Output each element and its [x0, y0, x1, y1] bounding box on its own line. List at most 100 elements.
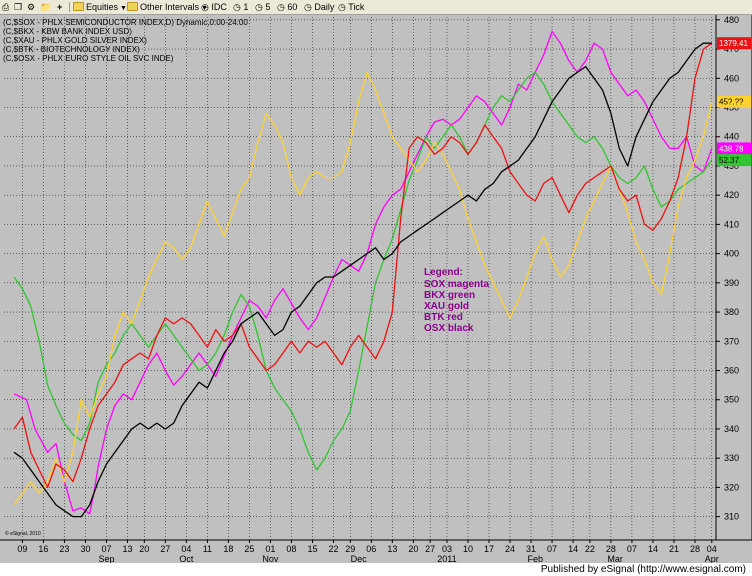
x-tick-label: 13: [122, 544, 132, 554]
x-tick-label: 16: [38, 544, 48, 554]
x-tick-label: 01: [265, 544, 275, 554]
interval-1[interactable]: ◷ 1: [233, 2, 249, 12]
watermark: © eSignal, 2010: [5, 530, 41, 537]
x-tick-label: 09: [17, 544, 27, 554]
x-tick-label: 14: [648, 544, 658, 554]
series-header-line: (C,$BTK - BIOTECHNOLOGY INDEX): [3, 45, 140, 54]
x-tick-label: 30: [80, 544, 90, 554]
month-label: 2011: [437, 554, 456, 564]
other-intervals-menu[interactable]: Other Intervals ▼: [127, 1, 208, 13]
y-tick-label: 440: [724, 132, 739, 142]
x-tick-label: 20: [408, 544, 418, 554]
toolbar: ⎙ ❐ ⚙ 📁 + Equities ▼ Other Intervals ▼ ◷ I…: [0, 0, 752, 15]
last-value-text: 438.78: [719, 144, 744, 153]
folder-icon: [127, 2, 138, 11]
series-line-xau: [13, 71, 713, 506]
x-tick-label: 17: [484, 544, 494, 554]
x-tick-label: 18: [223, 544, 233, 554]
last-value-text: 52.37: [719, 156, 740, 165]
month-label: Apr: [705, 554, 719, 564]
x-tick-label: 15: [307, 544, 317, 554]
x-tick-label: 28: [690, 544, 700, 554]
equities-menu[interactable]: Equities ▼: [73, 1, 127, 13]
y-tick-label: 410: [724, 219, 739, 229]
chart-header: (C,$SOX - PHLX SEMICONDUCTOR INDEX,D) Dy…: [3, 18, 248, 63]
x-tick-label: 24: [505, 544, 515, 554]
series-line-btk: [13, 42, 713, 489]
folder-icon: [73, 2, 84, 11]
y-tick-label: 370: [724, 336, 739, 346]
last-value-labels: 438.78 52.37 45?.?? 1379.41: [717, 37, 751, 167]
y-tick-label: 340: [724, 424, 739, 434]
last-value-badge: [717, 154, 751, 167]
x-tick-label: 06: [366, 544, 376, 554]
tool-icon[interactable]: ⚙: [27, 2, 36, 12]
publisher-credit: Published by eSignal (http://www.esignal…: [540, 564, 746, 575]
legend-entry: SOX magenta: [424, 279, 489, 290]
x-tick-label: 04: [181, 544, 191, 554]
y-tick-label: 310: [724, 512, 739, 522]
x-tick-label: 11: [203, 544, 212, 554]
x-tick-label: 07: [627, 544, 637, 554]
x-tick-label: 28: [606, 544, 616, 554]
x-tick-label: 31: [526, 544, 536, 554]
y-tick-label: 380: [724, 307, 739, 317]
last-value-badge: [717, 95, 751, 108]
month-label: Nov: [262, 554, 279, 564]
last-value-badge: [717, 37, 751, 50]
month-label: Feb: [527, 554, 543, 564]
x-tick-label: 03: [442, 544, 452, 554]
x-tick-label: 13: [387, 544, 397, 554]
x-tick-label: 22: [328, 544, 338, 554]
last-value-badge: [717, 142, 751, 155]
x-tick-label: 04: [707, 544, 717, 554]
series-line-osx: [13, 42, 712, 518]
legend-entry: BTK red: [424, 312, 463, 323]
series-header-line: (C,$BKX - KBW BANK INDEX USD): [3, 27, 132, 36]
interval-daily[interactable]: ◷ Daily: [304, 2, 335, 12]
last-value-text: 45?.??: [719, 98, 744, 107]
series-lines: [13, 30, 713, 518]
series-header-line: (C,$SOX - PHLX SEMICONDUCTOR INDEX,D) Dy…: [3, 18, 248, 27]
month-label: Mar: [607, 554, 623, 564]
legend-entry: OSX black: [424, 323, 474, 334]
series-line-sox: [13, 30, 713, 515]
interval-5[interactable]: ◷ 5: [255, 2, 271, 12]
y-tick-label: 320: [724, 482, 739, 492]
x-tick-label: 21: [669, 544, 679, 554]
y-tick-label: 420: [724, 190, 739, 200]
legend-entry: XAU gold: [424, 301, 469, 312]
footer: Published by eSignal (http://www.esignal…: [0, 563, 752, 576]
add-icon[interactable]: +: [57, 2, 63, 12]
x-tick-label: 07: [101, 544, 111, 554]
month-label: Dec: [351, 554, 368, 564]
x-tick-label: 07: [547, 544, 557, 554]
legend-title: Legend:: [424, 267, 463, 278]
series-header-line: (C,$OSX - PHLX EURO STYLE OIL SVC INDE): [3, 54, 174, 63]
folder-icon[interactable]: 📁: [40, 2, 52, 12]
interval-idc[interactable]: ◷ IDC: [201, 2, 227, 12]
interval-tick[interactable]: ◷ Tick: [338, 2, 365, 12]
y-tick-label: 400: [724, 249, 739, 259]
copy-icon[interactable]: ❐: [14, 2, 23, 12]
x-axis: 09 16 23 30 07 13 20 27 04 11 18 25 01 08 15 22 29 06 13 20…: [0, 539, 752, 564]
y-tick-label: 480: [724, 15, 739, 25]
y-tick-label: 390: [724, 278, 739, 288]
x-tick-label: 22: [585, 544, 595, 554]
x-tick-label: 27: [160, 544, 170, 554]
series-line-bkx: [13, 71, 713, 471]
legend-entry: BKX green: [424, 290, 475, 301]
y-tick-label: 460: [724, 73, 739, 83]
x-tick-label: 20: [139, 544, 149, 554]
interval-60[interactable]: ◷ 60: [277, 2, 298, 12]
x-tick-label: 29: [345, 544, 355, 554]
month-label: Oct: [179, 554, 194, 564]
x-tick-label: 08: [286, 544, 296, 554]
x-tick-label: 23: [59, 544, 69, 554]
x-tick-label: 14: [568, 544, 578, 554]
y-tick-label: 350: [724, 395, 739, 405]
print-icon[interactable]: ⎙: [2, 2, 10, 12]
